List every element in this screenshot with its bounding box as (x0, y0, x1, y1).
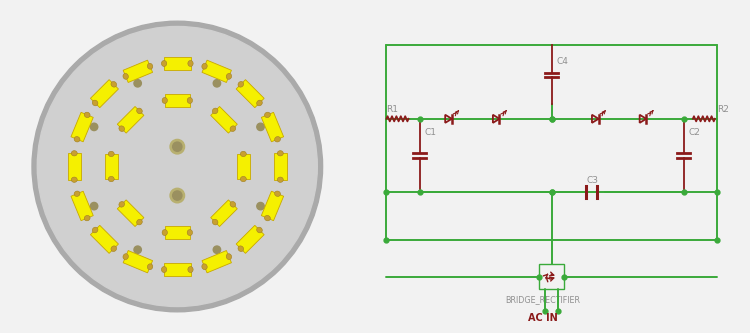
Ellipse shape (226, 74, 232, 79)
Polygon shape (123, 250, 152, 273)
Ellipse shape (238, 246, 244, 251)
Ellipse shape (119, 201, 124, 207)
Ellipse shape (111, 246, 116, 251)
Ellipse shape (148, 264, 153, 270)
Ellipse shape (256, 227, 262, 233)
Polygon shape (105, 154, 118, 179)
Ellipse shape (226, 254, 232, 259)
Ellipse shape (162, 229, 167, 235)
Polygon shape (202, 250, 232, 273)
Polygon shape (71, 112, 93, 142)
Ellipse shape (123, 74, 128, 79)
Ellipse shape (84, 215, 90, 221)
Ellipse shape (108, 151, 114, 157)
Ellipse shape (92, 227, 98, 233)
Ellipse shape (119, 126, 124, 132)
Ellipse shape (123, 254, 128, 259)
Ellipse shape (238, 82, 244, 87)
Ellipse shape (240, 151, 246, 157)
Polygon shape (165, 94, 190, 107)
Circle shape (172, 191, 182, 200)
Ellipse shape (202, 264, 207, 270)
Text: C1: C1 (424, 128, 436, 137)
Circle shape (32, 21, 322, 312)
Ellipse shape (162, 98, 167, 104)
Ellipse shape (71, 151, 77, 156)
Polygon shape (261, 191, 284, 221)
Circle shape (91, 123, 98, 131)
Ellipse shape (240, 176, 246, 182)
Ellipse shape (202, 63, 207, 69)
Text: BRIDGE_RECTIFIER: BRIDGE_RECTIFIER (506, 295, 580, 304)
Polygon shape (165, 226, 190, 239)
Text: C4: C4 (556, 57, 568, 66)
Polygon shape (236, 225, 264, 253)
Polygon shape (211, 200, 237, 226)
Text: R2: R2 (717, 105, 728, 114)
Polygon shape (164, 263, 190, 276)
Text: AC IN: AC IN (528, 313, 558, 323)
Polygon shape (202, 60, 232, 83)
Ellipse shape (74, 191, 80, 196)
Ellipse shape (148, 63, 153, 69)
Circle shape (38, 27, 317, 306)
Ellipse shape (278, 151, 284, 156)
Ellipse shape (265, 215, 270, 221)
Polygon shape (236, 80, 264, 108)
Polygon shape (274, 153, 287, 180)
Polygon shape (211, 107, 237, 133)
Polygon shape (71, 191, 93, 221)
Circle shape (256, 202, 264, 210)
Polygon shape (261, 112, 284, 142)
Ellipse shape (230, 201, 236, 207)
Text: C3: C3 (586, 176, 598, 185)
Circle shape (134, 246, 141, 253)
Circle shape (170, 140, 184, 154)
Ellipse shape (265, 112, 270, 118)
Ellipse shape (278, 177, 284, 182)
Ellipse shape (188, 61, 194, 67)
Circle shape (91, 202, 98, 210)
Circle shape (213, 80, 220, 87)
Ellipse shape (188, 229, 193, 235)
Text: R1: R1 (386, 105, 398, 114)
Circle shape (134, 80, 141, 87)
Ellipse shape (111, 82, 116, 87)
Bar (539, 264, 564, 289)
Ellipse shape (108, 176, 114, 182)
Ellipse shape (71, 177, 77, 182)
Ellipse shape (230, 126, 236, 132)
Circle shape (256, 123, 264, 131)
Ellipse shape (161, 266, 166, 272)
Ellipse shape (84, 112, 90, 118)
Ellipse shape (74, 137, 80, 142)
Polygon shape (237, 154, 250, 179)
Ellipse shape (188, 98, 193, 104)
Ellipse shape (256, 100, 262, 106)
Circle shape (213, 246, 220, 253)
Text: C2: C2 (688, 128, 700, 137)
Ellipse shape (92, 100, 98, 106)
Circle shape (172, 142, 182, 151)
Polygon shape (117, 200, 144, 226)
Polygon shape (91, 225, 118, 253)
Polygon shape (117, 107, 144, 133)
Polygon shape (164, 57, 190, 70)
Polygon shape (91, 80, 118, 108)
Ellipse shape (136, 108, 142, 114)
Polygon shape (68, 153, 81, 180)
Ellipse shape (136, 219, 142, 225)
Polygon shape (123, 60, 152, 83)
Ellipse shape (161, 61, 166, 67)
Ellipse shape (188, 266, 194, 272)
Ellipse shape (212, 108, 218, 114)
Circle shape (170, 188, 184, 203)
Ellipse shape (274, 137, 280, 142)
Ellipse shape (212, 219, 218, 225)
Ellipse shape (274, 191, 280, 196)
